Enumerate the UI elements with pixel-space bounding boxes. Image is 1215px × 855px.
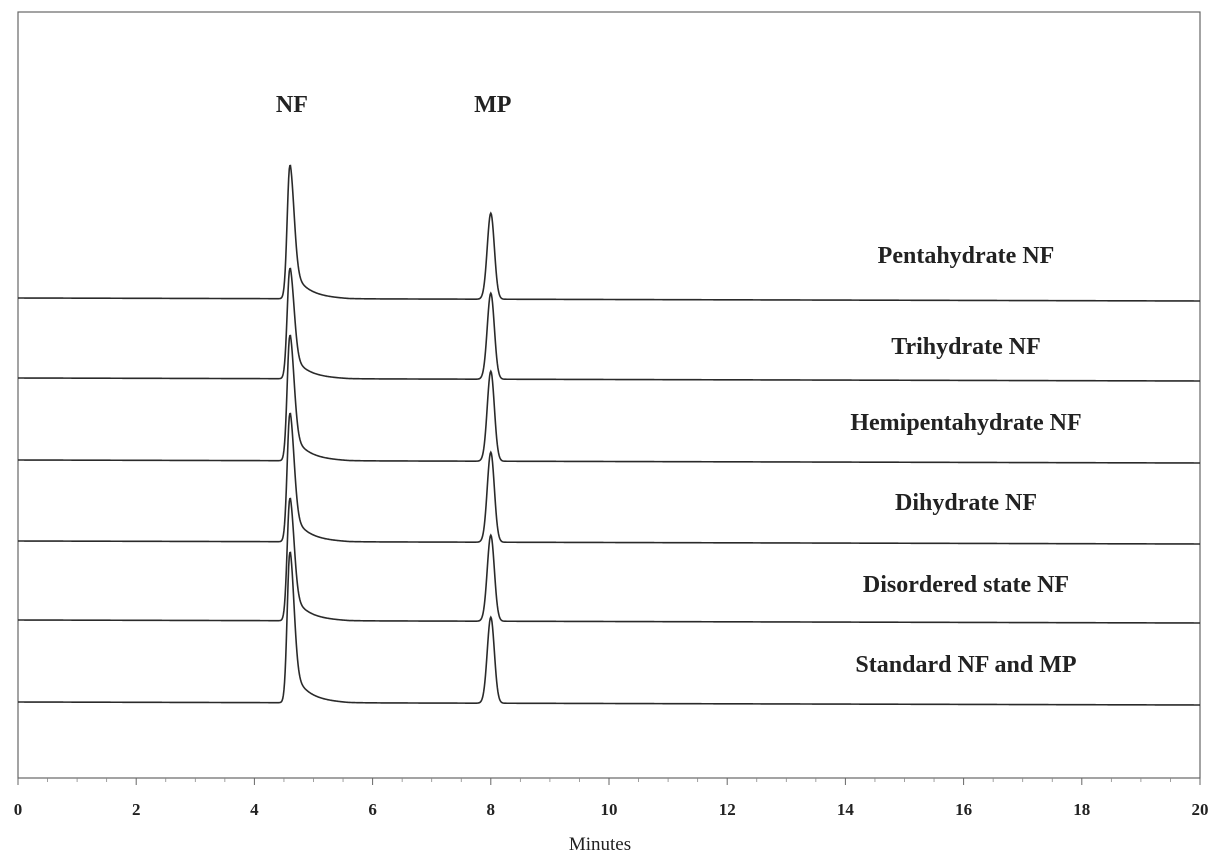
x-tick-label: 18 xyxy=(1073,800,1090,819)
x-tick-label: 0 xyxy=(14,800,23,819)
x-axis-title: Minutes xyxy=(569,834,631,855)
x-tick-label: 20 xyxy=(1192,800,1209,819)
series-label: Pentahydrate NF xyxy=(878,243,1055,269)
x-tick-label: 12 xyxy=(719,800,736,819)
peak-labels: NF MP xyxy=(276,92,512,118)
series-label: Dihydrate NF xyxy=(895,490,1037,516)
series-line xyxy=(18,412,1200,545)
trace-labels: Pentahydrate NF Trihydrate NF Hemipentahyd… xyxy=(850,243,1081,678)
x-tick-label: 8 xyxy=(487,800,496,819)
chromatogram-traces xyxy=(18,164,1200,706)
series-label: Hemipentahydrate NF xyxy=(850,410,1081,436)
x-tick-label: 14 xyxy=(837,800,855,819)
x-tick-label: 4 xyxy=(250,800,259,819)
series-label: Trihydrate NF xyxy=(891,334,1041,360)
peak-label: MP xyxy=(474,92,511,118)
series-label: Standard NF and MP xyxy=(855,652,1076,678)
x-tick-label: 6 xyxy=(368,800,377,819)
x-tick-label: 10 xyxy=(601,800,618,819)
x-tick-label: 2 xyxy=(132,800,141,819)
series-line xyxy=(18,551,1200,706)
x-axis-ticks: 0 2 4 6 8 10 12 14 16 18 20 xyxy=(14,778,1209,819)
peak-label: NF xyxy=(276,92,308,118)
series-line xyxy=(18,334,1200,464)
series-line xyxy=(18,267,1200,382)
series-line xyxy=(18,164,1200,302)
series-line xyxy=(18,497,1200,624)
series-label: Disordered state NF xyxy=(863,572,1069,598)
x-tick-label: 16 xyxy=(955,800,972,819)
